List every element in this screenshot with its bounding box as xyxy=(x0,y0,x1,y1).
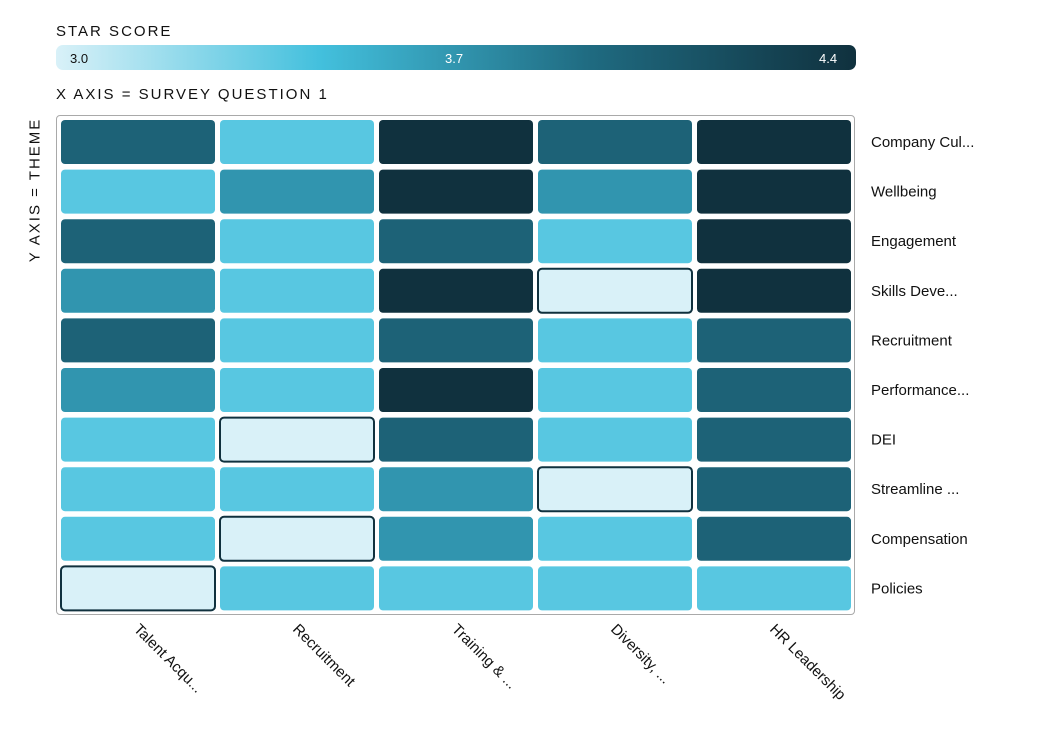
heatmap-cell[interactable] xyxy=(61,368,215,412)
scale-max-label: 4.4 xyxy=(819,51,838,66)
heatmap-cell[interactable] xyxy=(61,219,215,264)
heatmap-cell[interactable] xyxy=(220,169,374,214)
heatmap-cell[interactable] xyxy=(538,417,692,462)
heatmap-cell[interactable] xyxy=(538,368,692,412)
heatmap-cell[interactable] xyxy=(697,368,851,412)
heatmap-cell[interactable] xyxy=(538,566,692,611)
heatmap-cell[interactable] xyxy=(61,516,215,561)
heatmap-cell[interactable] xyxy=(220,219,374,264)
heatmap-cell[interactable] xyxy=(220,368,374,412)
heatmap-cell[interactable] xyxy=(379,516,533,561)
heatmap-cell[interactable] xyxy=(697,566,851,611)
row-label: Streamline ... xyxy=(871,481,959,498)
row-label: Performance... xyxy=(871,382,969,399)
heatmap-cell[interactable] xyxy=(219,416,375,463)
heatmap-cell[interactable] xyxy=(61,120,215,164)
row-label: Policies xyxy=(871,580,923,597)
row-label: Engagement xyxy=(871,233,957,250)
heatmap-cell[interactable] xyxy=(538,169,692,214)
column-label: Recruitment xyxy=(289,621,359,691)
legend-title: STAR SCORE xyxy=(56,23,173,40)
heatmap-cell[interactable] xyxy=(379,566,533,611)
heatmap-cell[interactable] xyxy=(697,120,851,164)
heatmap-cell[interactable] xyxy=(538,516,692,561)
heatmap-cell[interactable] xyxy=(219,515,375,562)
heatmap-cell[interactable] xyxy=(537,466,693,513)
column-label: Training & ... xyxy=(448,621,520,693)
heatmap-cell[interactable] xyxy=(538,318,692,363)
heatmap-cell[interactable] xyxy=(538,219,692,264)
row-label: Recruitment xyxy=(871,332,953,349)
heatmap-cell[interactable] xyxy=(61,268,215,313)
column-label: Diversity, ... xyxy=(607,621,674,688)
row-label: Skills Deve... xyxy=(871,283,958,300)
heatmap-cell[interactable] xyxy=(220,566,374,611)
heatmap-cell[interactable] xyxy=(379,268,533,313)
heatmap-cell[interactable] xyxy=(379,169,533,214)
column-label: HR Leadership xyxy=(766,621,849,704)
heatmap-cell[interactable] xyxy=(538,120,692,164)
heatmap-cell[interactable] xyxy=(379,467,533,512)
heatmap-cell[interactable] xyxy=(220,318,374,363)
heatmap-cell[interactable] xyxy=(220,120,374,164)
row-label: Company Cul... xyxy=(871,134,974,151)
scale-min-label: 3.0 xyxy=(70,51,89,66)
heatmap-cell[interactable] xyxy=(220,268,374,313)
heatmap-cell[interactable] xyxy=(379,318,533,363)
heatmap-cell[interactable] xyxy=(379,417,533,462)
heatmap-cell[interactable] xyxy=(60,565,216,612)
heatmap-cell[interactable] xyxy=(61,169,215,214)
heatmap-cell[interactable] xyxy=(379,368,533,412)
color-scale-bar xyxy=(56,45,856,70)
heatmap-cell[interactable] xyxy=(697,516,851,561)
heatmap-cell[interactable] xyxy=(61,318,215,363)
heatmap-cell[interactable] xyxy=(697,268,851,313)
heatmap-cell[interactable] xyxy=(220,467,374,512)
heatmap-cell[interactable] xyxy=(379,219,533,264)
heatmap-frame xyxy=(56,115,855,615)
row-label: Wellbeing xyxy=(871,184,937,201)
heatmap-cell[interactable] xyxy=(61,417,215,462)
row-label: DEI xyxy=(871,432,896,449)
heatmap-cell[interactable] xyxy=(697,219,851,264)
x-axis-title: X AXIS = SURVEY QUESTION 1 xyxy=(56,86,329,103)
heatmap-cell[interactable] xyxy=(61,467,215,512)
heatmap-cell[interactable] xyxy=(379,120,533,164)
heatmap-cell[interactable] xyxy=(697,417,851,462)
scale-mid-label: 3.7 xyxy=(445,51,464,66)
heatmap-cell[interactable] xyxy=(697,318,851,363)
heatmap-cell[interactable] xyxy=(697,467,851,512)
heatmap-cell[interactable] xyxy=(697,169,851,214)
row-label: Compensation xyxy=(871,531,968,548)
heatmap-cell[interactable] xyxy=(537,267,693,314)
column-label: Talent Acqu... xyxy=(130,621,206,697)
